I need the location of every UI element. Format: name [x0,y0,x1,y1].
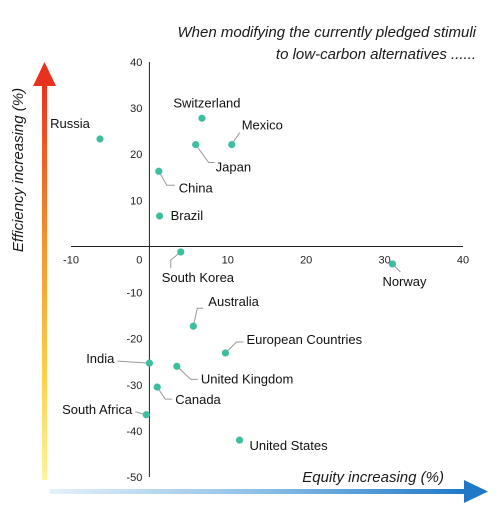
x-axis-title: Equity increasing (%) [302,469,444,486]
efficiency-arrow [33,62,56,480]
data-point-label: Australia [208,294,259,309]
data-point-label: Brazil [171,208,204,223]
y-tick-label: 30 [130,103,142,115]
data-point-label: European Countries [246,332,362,347]
y-tick-label: 40 [130,57,142,69]
data-point [177,248,185,256]
data-point-label: Mexico [242,118,283,133]
data-point [155,212,164,220]
data-point [145,359,153,367]
data-point-label: India [86,351,115,366]
data-point [153,383,161,391]
y-tick-label: -50 [126,472,142,484]
data-point [198,114,206,122]
data-point-label: Norway [382,274,427,289]
leader-line [225,341,244,354]
leader-line [158,171,175,186]
data-point [228,140,236,149]
leader-line [117,360,150,364]
data-point [221,349,230,357]
y-tick-label: -40 [126,426,142,438]
equity-arrow [50,480,488,503]
leader-line [170,251,182,268]
y-tick-label: -10 [126,288,142,300]
data-point [142,411,150,419]
y-tick-label: -30 [126,380,142,392]
data-point-label: Canada [175,392,221,407]
data-point-label: South Africa [62,402,133,417]
leader-line [156,386,173,400]
data-point [388,260,397,268]
origin-label: 0 [136,254,142,266]
x-tick-label: 10 [222,254,234,266]
data-point [235,436,244,444]
chart-title-line-1: When modifying the currently pledged sti… [178,24,477,41]
leader-line [192,307,204,327]
y-tick-label: 10 [130,195,142,207]
data-point-label: United Kingdom [201,371,294,386]
leader-line [195,144,215,164]
x-tick-label: 20 [300,254,312,266]
data-point [155,167,163,175]
y-tick-label: -20 [126,334,142,346]
x-tick-label: 40 [457,254,469,266]
data-point [96,135,104,143]
data-point-label: Russia [50,116,91,131]
data-point-label: South Korea [162,270,235,285]
data-point-label: China [179,180,214,195]
data-point [189,322,197,330]
data-point-label: Switzerland [173,95,240,110]
data-point [173,362,181,370]
chart-title-line-2: to low-carbon alternatives ...... [276,46,476,63]
data-point-label: United States [250,438,329,453]
data-point-label: Japan [216,160,251,175]
x-tick-label: 30 [378,254,390,266]
y-axis-title: Efficiency increasing (%) [10,88,27,252]
x-tick-label: -10 [63,254,79,266]
data-point [192,140,200,149]
y-tick-label: 20 [130,149,142,161]
leader-line [176,365,198,380]
